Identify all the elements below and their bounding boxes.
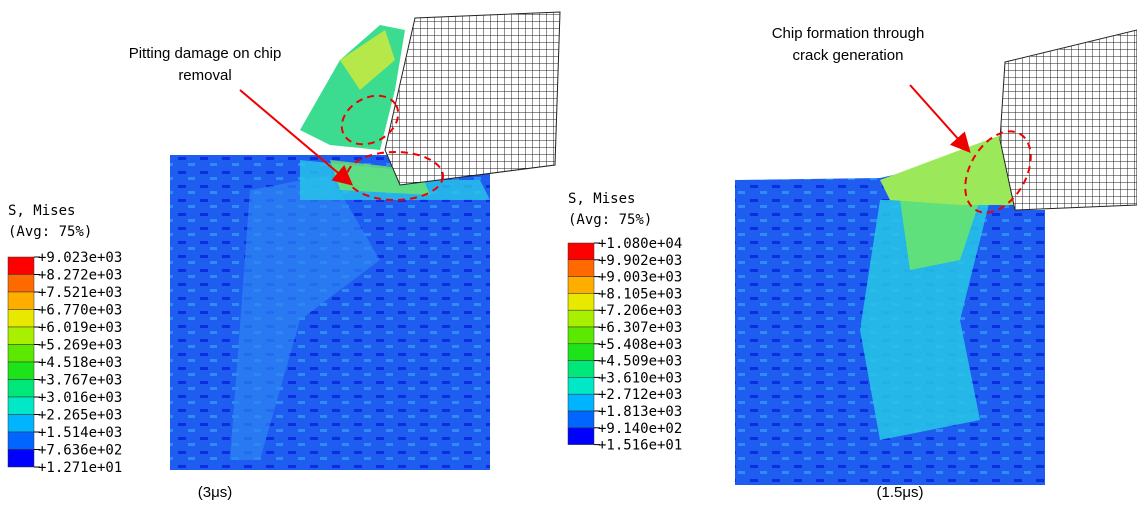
legend-label: +9.003e+03: [598, 270, 682, 286]
legend-subtitle: (Avg: 75%): [568, 212, 652, 228]
legend-label: +2.712e+03: [598, 387, 682, 403]
legend-label: +1.080e+04: [598, 236, 682, 252]
legend-label: +9.023e+03: [38, 250, 122, 266]
figure: S, Mises(Avg: 75%)+9.023e+03+8.272e+03+7…: [0, 0, 1137, 509]
legend-label: +1.271e+01: [38, 460, 122, 476]
legend-swatch: [568, 344, 594, 361]
legend-label: +6.307e+03: [598, 320, 682, 336]
legend-swatch: [8, 380, 34, 398]
legend-swatch: [8, 257, 34, 275]
legend-swatch: [568, 243, 594, 260]
annotation: Chip formation through: [772, 25, 925, 42]
legend-swatch: [568, 260, 594, 277]
legend-swatch: [568, 327, 594, 344]
legend-label: +9.140e+02: [598, 421, 682, 437]
legend-label: +5.269e+03: [38, 338, 122, 354]
legend-swatch: [568, 377, 594, 394]
legend-swatch: [8, 310, 34, 328]
legend-swatch: [8, 415, 34, 433]
legend-swatch: [8, 397, 34, 415]
annotation: crack generation: [793, 47, 904, 64]
legend-swatch: [8, 362, 34, 380]
legend-swatch: [8, 292, 34, 310]
legend-label: +7.206e+03: [598, 303, 682, 319]
simulation-right: [735, 30, 1137, 485]
legend-swatch: [8, 275, 34, 293]
legend-label: +3.610e+03: [598, 370, 682, 386]
legend-label: +8.272e+03: [38, 268, 122, 284]
legend-swatch: [8, 327, 34, 345]
caption: (3μs): [198, 484, 232, 501]
legend-label: +9.902e+03: [598, 253, 682, 269]
legend-label: +1.516e+01: [598, 438, 682, 454]
legend-swatch: [8, 450, 34, 468]
legend-swatch: [568, 293, 594, 310]
annotation: removal: [178, 67, 231, 84]
legend-label: +8.105e+03: [598, 286, 682, 302]
annotation: Pitting damage on chip: [129, 45, 282, 62]
legend-swatch: [568, 394, 594, 411]
legend-swatch: [8, 345, 34, 363]
legend-label: +4.518e+03: [38, 355, 122, 371]
legend-label: +7.521e+03: [38, 285, 122, 301]
legend-label: +1.514e+03: [38, 425, 122, 441]
legend-swatch: [568, 428, 594, 445]
legend-swatch: [568, 310, 594, 327]
legend-label: +6.019e+03: [38, 320, 122, 336]
legend-label: +3.016e+03: [38, 390, 122, 406]
legend-swatch: [568, 277, 594, 294]
legend-label: +3.767e+03: [38, 373, 122, 389]
legend-title: S, Mises: [568, 191, 635, 207]
legend-subtitle: (Avg: 75%): [8, 224, 92, 240]
legend-label: +2.265e+03: [38, 408, 122, 424]
legend-label: +1.813e+03: [598, 404, 682, 420]
legend-swatch: [8, 432, 34, 450]
caption: (1.5μs): [877, 484, 924, 501]
legend-swatch: [568, 411, 594, 428]
legend-label: +6.770e+03: [38, 303, 122, 319]
legend-label: +7.636e+02: [38, 443, 122, 459]
legend-label: +4.509e+03: [598, 354, 682, 370]
legend-swatch: [568, 361, 594, 378]
legend-title: S, Mises: [8, 203, 75, 219]
legend-label: +5.408e+03: [598, 337, 682, 353]
